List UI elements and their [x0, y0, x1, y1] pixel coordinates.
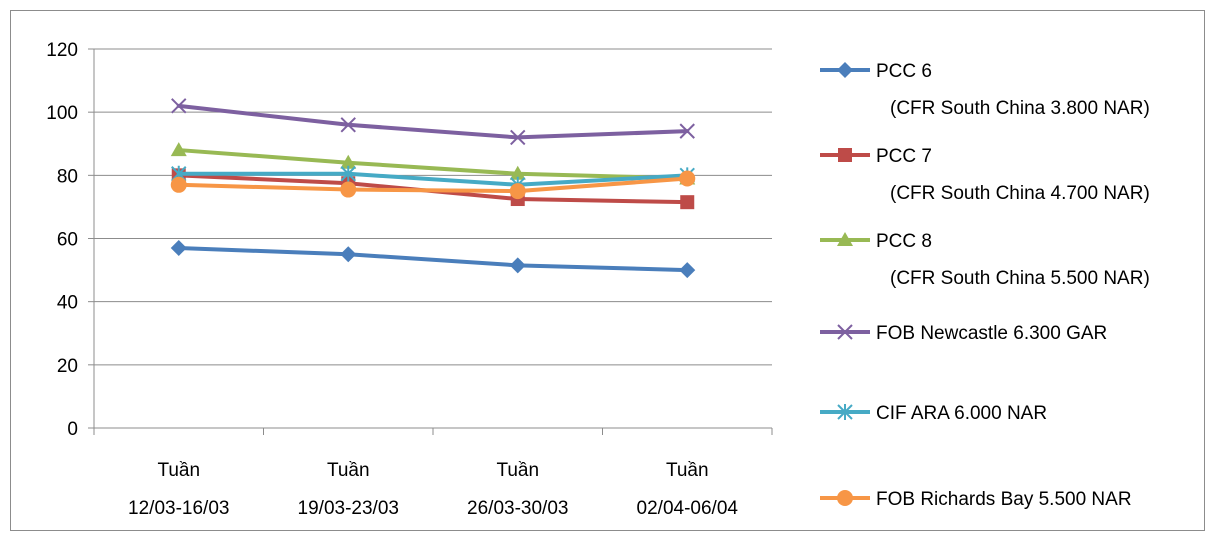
data-point-s2-1 [340, 154, 357, 169]
data-point-s5-2 [509, 183, 526, 200]
data-point-s0-3 [679, 262, 696, 279]
y-tick-label-40: 40 [57, 293, 78, 314]
x-tick-label-3-0: Tuần [666, 460, 709, 481]
series-line-0 [176, 245, 690, 273]
legend-marker-0 [837, 62, 853, 78]
legend-label-3-0: FOB Newcastle 6.300 GAR [876, 323, 1107, 344]
legend-label-0-1: (CFR South China 3.800 NAR) [890, 98, 1150, 119]
y-tick-label-0: 0 [67, 419, 78, 440]
series-line-5 [176, 176, 690, 194]
x-tick-label-0-0: Tuần [157, 460, 200, 481]
chart-frame [10, 10, 1205, 531]
data-point-s1-3 [680, 195, 695, 210]
data-point-s0-0 [170, 239, 187, 256]
legend-marker-1 [838, 148, 852, 162]
legend-marker-4 [837, 404, 853, 420]
x-tick-label-2-1: 26/03-30/03 [467, 498, 568, 519]
legend-label-5-0: FOB Richards Bay 5.500 NAR [876, 489, 1132, 510]
data-point-s4-1 [340, 165, 356, 182]
x-tick-label-1-1: 19/03-23/03 [298, 498, 399, 519]
x-tick-label-2-0: Tuần [496, 460, 539, 481]
legend-label-4-0: CIF ARA 6.000 NAR [876, 403, 1047, 424]
data-point-s3-0 [171, 98, 187, 114]
series-line-3 [176, 103, 690, 140]
x-tick-label-1-0: Tuần [327, 460, 370, 481]
legend-label-2-0: PCC 8 [876, 231, 932, 252]
legend-label-0-0: PCC 6 [876, 61, 932, 82]
x-tick-label-3-1: 02/04-06/04 [637, 498, 739, 519]
data-point-s3-1 [340, 117, 356, 133]
data-point-s0-1 [340, 246, 357, 263]
data-point-s2-0 [170, 142, 187, 157]
data-point-s3-3 [679, 123, 695, 139]
legend-label-2-1: (CFR South China 5.500 NAR) [890, 268, 1150, 289]
legend-marker-3 [837, 324, 853, 340]
legend-label-1-0: PCC 7 [876, 146, 932, 167]
y-tick-label-60: 60 [57, 230, 78, 251]
legend-marker-2 [837, 232, 853, 246]
series-line-4 [176, 171, 690, 187]
x-tick-label-0-1: 12/03-16/03 [128, 498, 229, 519]
y-tick-label-20: 20 [57, 356, 78, 377]
y-tick-label-100: 100 [46, 103, 78, 124]
data-point-s2-2 [509, 165, 526, 180]
y-tick-label-80: 80 [57, 166, 78, 187]
legend-label-1-1: (CFR South China 4.700 NAR) [890, 183, 1150, 204]
series-line-2 [176, 148, 690, 181]
data-point-s5-0 [170, 176, 187, 193]
data-point-s0-2 [509, 257, 526, 274]
legend-marker-5 [837, 490, 853, 506]
y-tick-label-120: 120 [46, 40, 78, 61]
data-point-s5-3 [679, 170, 696, 187]
data-point-s5-1 [340, 181, 357, 198]
data-point-s3-2 [510, 129, 526, 146]
